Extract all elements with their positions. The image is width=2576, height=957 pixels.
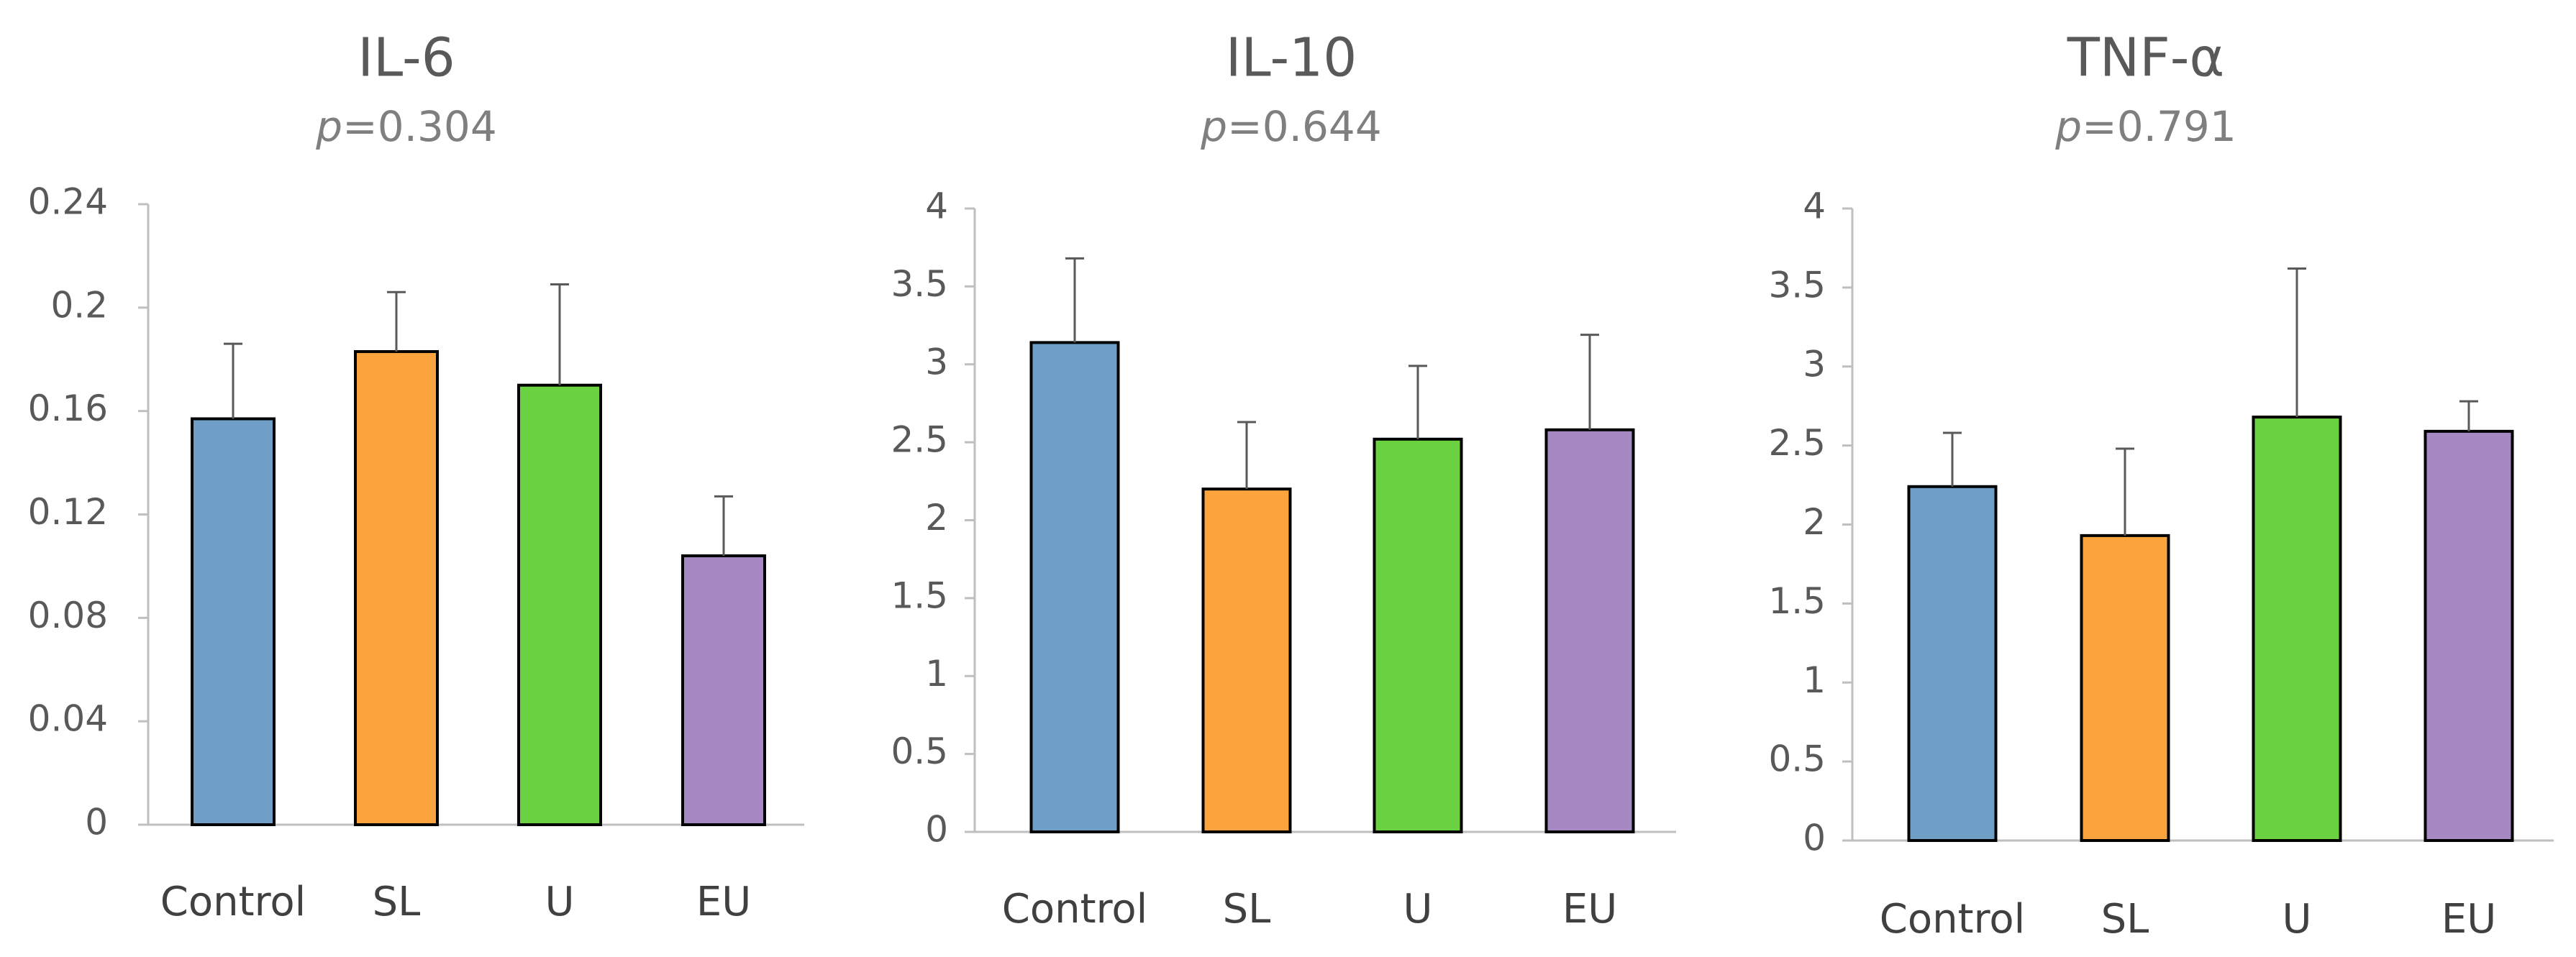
y-tick-label: 0 <box>85 802 108 843</box>
x-category-label: SL <box>2101 896 2149 943</box>
y-tick-label: 0.2 <box>50 284 108 326</box>
x-category-label: U <box>1403 886 1433 933</box>
p-symbol: p <box>315 102 342 151</box>
y-tick-label: 3 <box>925 341 948 383</box>
bar-eu <box>2423 429 2514 842</box>
x-category-label: SL <box>373 879 421 925</box>
bar-u <box>2252 416 2342 842</box>
y-tick-label: 1 <box>1803 659 1826 701</box>
p-number: =0.644 <box>1227 102 1382 151</box>
chart-panel-1: IL-6 p=0.304 0 0.04 0.08 0.12 0.16 0.2 0.24 Contr… <box>28 27 804 925</box>
y-tick-label: 1 <box>925 653 948 695</box>
chart-title: IL-10 <box>1226 27 1357 89</box>
y-tick-label: 0 <box>1803 818 1826 859</box>
bar-sl <box>1201 487 1292 834</box>
p-number: =0.304 <box>342 102 497 151</box>
p-number: =0.791 <box>2082 102 2236 151</box>
y-tick-label: 3 <box>1803 343 1826 385</box>
x-category-label: EU <box>696 879 751 925</box>
y-tick-label: 0 <box>925 809 948 851</box>
p-value-label: p=0.644 <box>1200 102 1381 151</box>
x-category-label: SL <box>1223 886 1271 933</box>
y-tick-label: 0.16 <box>28 388 108 429</box>
y-tick-label: 0.04 <box>28 698 108 740</box>
y-tick-label: 0.12 <box>28 491 108 533</box>
bar-control <box>1029 341 1120 833</box>
y-tick-label: 4 <box>925 186 948 227</box>
y-tick-label: 2 <box>925 497 948 539</box>
p-value-label: p=0.791 <box>2054 102 2236 151</box>
p-symbol: p <box>1200 102 1227 151</box>
y-tick-label: 1.5 <box>1768 580 1826 622</box>
y-tick-label: 2.5 <box>1768 422 1826 464</box>
bar-u <box>517 383 602 826</box>
y-tick-label: 2 <box>1803 501 1826 543</box>
x-category-label: U <box>2283 896 2312 943</box>
y-tick-label: 0.5 <box>891 731 948 772</box>
y-tick-label: 0.08 <box>28 595 108 636</box>
bar-u <box>1373 437 1463 833</box>
bar-eu <box>681 554 766 826</box>
chart-title: TNF-α <box>2067 27 2225 89</box>
y-tick-label: 0.24 <box>28 181 108 223</box>
x-category-label: EU <box>2441 896 2496 943</box>
y-tick-label: 0.5 <box>1768 738 1826 780</box>
x-category-label: Control <box>1002 886 1147 933</box>
y-tick-label: 2.5 <box>891 419 948 461</box>
p-symbol: p <box>2054 102 2082 151</box>
chart-panel-3: TNF-α p=0.791 0 0.5 1 1.5 2 2.5 3 3.5 4 Control SL U E… <box>1768 27 2554 943</box>
x-category-label: Control <box>1880 896 2025 943</box>
chart-panel-2: IL-10 p=0.644 0 0.5 1 1.5 2 2.5 3 3.5 4 Control SL U E… <box>891 27 1676 933</box>
y-tick-label: 3.5 <box>891 263 948 305</box>
p-value-label: p=0.304 <box>315 102 496 151</box>
bar-sl <box>354 349 439 826</box>
y-tick-label: 3.5 <box>1768 264 1826 306</box>
bar-control <box>1907 485 1998 842</box>
x-category-label: EU <box>1562 886 1617 933</box>
y-tick-label: 1.5 <box>891 574 948 616</box>
bar-control <box>191 417 276 826</box>
chart-title: IL-6 <box>358 27 455 89</box>
x-category-label: U <box>545 879 575 925</box>
x-category-label: Control <box>160 879 306 925</box>
bar-sl <box>2080 534 2170 842</box>
y-tick-label: 4 <box>1803 186 1826 227</box>
bar-eu <box>1544 428 1635 833</box>
